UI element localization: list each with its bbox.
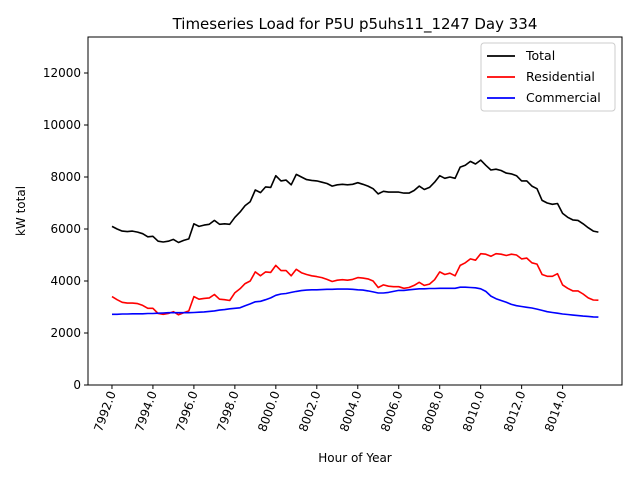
- x-tick-label: 8012.0: [501, 389, 529, 433]
- plot-frame: [87, 36, 623, 386]
- x-tick-label: 7996.0: [173, 389, 201, 433]
- x-tick-label: 7998.0: [214, 389, 242, 433]
- y-tick-label: 0: [73, 378, 81, 392]
- legend: Total Residential Commercial: [480, 42, 616, 112]
- chart-title: Timeseries Load for P5U p5uhs11_1247 Day…: [172, 15, 538, 34]
- x-axis-label: Hour of Year: [318, 451, 392, 465]
- y-tick-label: 6000: [50, 222, 81, 236]
- x-tick-label: 8006.0: [378, 389, 406, 433]
- legend-label-commercial: Commercial: [526, 90, 601, 105]
- legend-label-total: Total: [525, 48, 555, 63]
- legend-box: [480, 42, 616, 112]
- y-tick-label: 10000: [43, 118, 81, 132]
- y-axis: 0 2000 4000 6000 8000 10000 12000: [43, 66, 88, 392]
- series-lines: [111, 159, 599, 318]
- x-axis: 7992.0 7994.0 7996.0 7998.0 8000.0 8002.0 8004…: [91, 385, 569, 433]
- x-tick-label: 7994.0: [132, 389, 160, 433]
- x-tick-label: 7992.0: [91, 389, 119, 433]
- series-line-residential: [111, 252, 599, 316]
- x-tick-label: 8004.0: [337, 389, 365, 433]
- x-tick-label: 8002.0: [296, 389, 324, 433]
- y-tick-label: 2000: [50, 326, 81, 340]
- y-tick-label: 4000: [50, 274, 81, 288]
- x-tick-label: 8000.0: [255, 389, 283, 433]
- x-tick-label: 8008.0: [419, 389, 447, 433]
- y-tick-label: 8000: [50, 170, 81, 184]
- y-tick-label: 12000: [43, 66, 81, 80]
- x-tick-label: 8010.0: [460, 389, 488, 433]
- series-line-total: [111, 159, 599, 244]
- series-line-commercial: [112, 286, 599, 318]
- y-axis-label: kW total: [14, 186, 28, 236]
- x-tick-label: 8014.0: [542, 389, 570, 433]
- legend-label-residential: Residential: [526, 69, 595, 84]
